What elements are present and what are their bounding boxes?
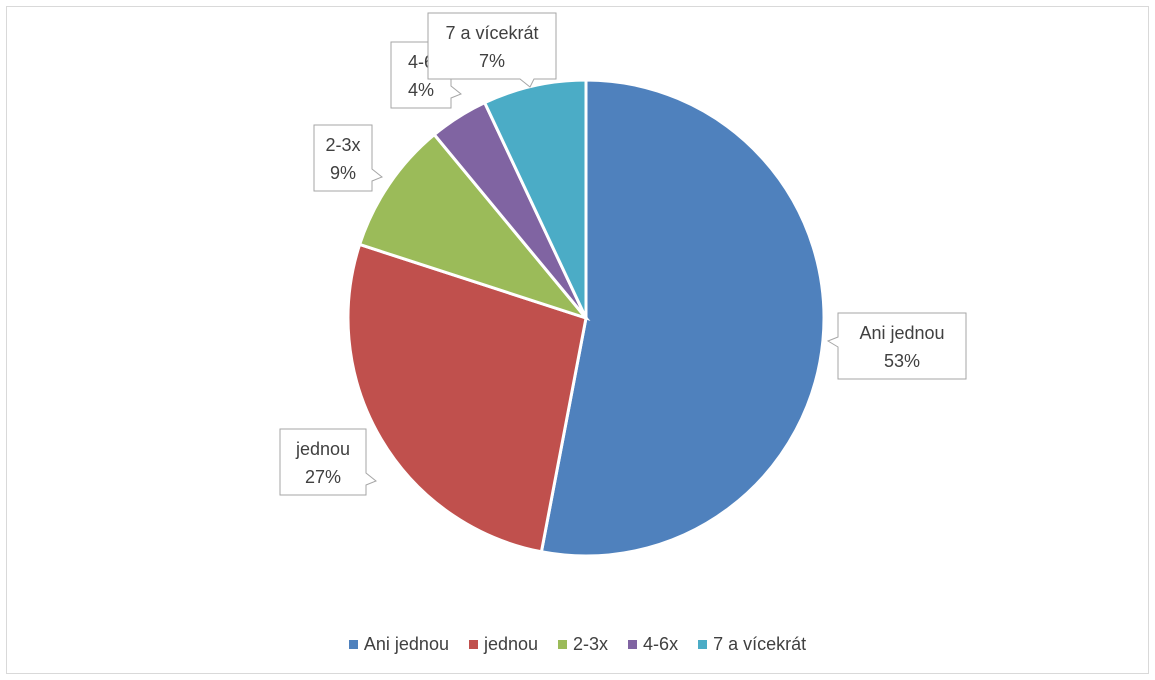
data-label-percent: 9%	[330, 163, 356, 183]
callout-box	[313, 124, 383, 192]
data-label-percent: 4%	[408, 80, 434, 100]
legend-label: Ani jednou	[363, 634, 449, 654]
legend-item-7-a-vicekrat: 7 a vícekrát	[698, 634, 806, 655]
data-label-category: 7 a vícekrát	[445, 23, 538, 43]
data-label-category: 2-3x	[325, 135, 360, 155]
data-label-percent: 27%	[305, 467, 341, 487]
legend: Ani jednou jednou 2-3x 4-6x 7 a vícekrát	[0, 634, 1155, 655]
legend-swatch-icon	[698, 640, 708, 649]
data-label-percent: 7%	[479, 51, 505, 71]
data-label-2-3x: 2-3x 9%	[313, 124, 383, 192]
legend-item-4-6x: 4-6x	[628, 634, 678, 655]
callout-box	[427, 12, 557, 88]
legend-swatch-icon	[628, 640, 638, 649]
pie-slice-ani-jednou	[539, 78, 826, 558]
callout-box	[279, 428, 377, 496]
data-label-jednou: jednou 27%	[279, 428, 377, 496]
data-label-percent: 53%	[884, 351, 920, 371]
data-label-category: Ani jednou	[859, 323, 944, 343]
legend-item-2-3x: 2-3x	[558, 634, 608, 655]
legend-swatch-icon	[348, 640, 358, 649]
legend-label: 7 a vícekrát	[713, 634, 807, 654]
data-label-category: jednou	[295, 439, 350, 459]
legend-label: 4-6x	[643, 634, 679, 654]
pie-slice-jednou	[346, 242, 588, 554]
pie-slice-7-a-vicekrat	[482, 78, 588, 319]
legend-swatch-icon	[558, 640, 568, 649]
data-label-ani-jednou: Ani jednou 53%	[826, 312, 967, 380]
legend-label: jednou	[483, 634, 539, 654]
legend-item-jednou: jednou	[468, 634, 539, 655]
pie-slices	[346, 78, 826, 558]
data-label-7-a-vicekrat: 7 a vícekrát 7%	[427, 12, 557, 88]
legend-swatch-icon	[468, 640, 478, 649]
pie-slice-2-3x	[357, 132, 591, 322]
legend-label: 2-3x	[573, 634, 609, 654]
callout-box	[826, 312, 967, 380]
legend-item-ani-jednou: Ani jednou	[348, 634, 449, 655]
